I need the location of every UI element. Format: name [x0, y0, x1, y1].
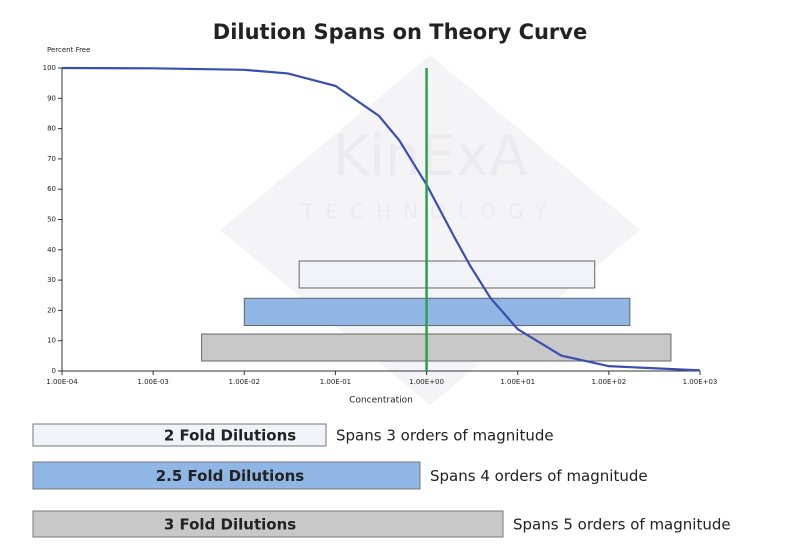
y-tick-label: 50	[47, 216, 56, 224]
legend-box	[32, 510, 504, 538]
x-axis-label: Concentration	[349, 396, 413, 406]
x-tick-label: 1.00E+01	[500, 378, 535, 386]
x-tick-label: 1.00E+00	[409, 378, 444, 386]
y-tick-label: 40	[47, 246, 56, 254]
watermark: KinExA	[333, 124, 528, 189]
legend-box	[32, 461, 421, 490]
watermark: TECHNOLOGY	[300, 200, 558, 224]
y-tick-label: 20	[47, 306, 56, 314]
legend-description: Spans 4 orders of magnitude	[430, 467, 648, 485]
legend-label: 3 Fold Dilutions	[164, 516, 296, 534]
x-tick-label: 1.00E-04	[46, 378, 78, 386]
x-tick-label: 1.00E-01	[320, 378, 351, 386]
y-tick-label: 10	[47, 337, 56, 345]
legend-description: Spans 3 orders of magnitude	[336, 427, 554, 445]
span-bar	[201, 333, 672, 362]
y-tick-label: 0	[52, 367, 56, 375]
x-tick-label: 1.00E+03	[683, 378, 718, 386]
x-tick-label: 1.00E-03	[137, 378, 168, 386]
chart-title: Dilution Spans on Theory Curve	[213, 20, 587, 44]
legend-description: Spans 5 orders of magnitude	[513, 516, 731, 534]
span-bar	[243, 297, 631, 327]
y-tick-label: 60	[47, 185, 56, 193]
x-tick-label: 1.00E-02	[229, 378, 260, 386]
legend-box	[32, 423, 327, 447]
y-tick-label: 30	[47, 276, 56, 284]
y-axis-label: Percent Free	[47, 46, 90, 54]
legend-label: 2 Fold Dilutions	[164, 427, 296, 445]
x-tick-label: 1.00E+02	[591, 378, 626, 386]
y-tick-label: 70	[47, 155, 56, 163]
y-tick-label: 80	[47, 125, 56, 133]
y-tick-label: 100	[43, 64, 56, 72]
legend-label: 2.5 Fold Dilutions	[156, 467, 305, 485]
span-bar	[298, 260, 596, 289]
y-tick-label: 90	[47, 94, 56, 102]
